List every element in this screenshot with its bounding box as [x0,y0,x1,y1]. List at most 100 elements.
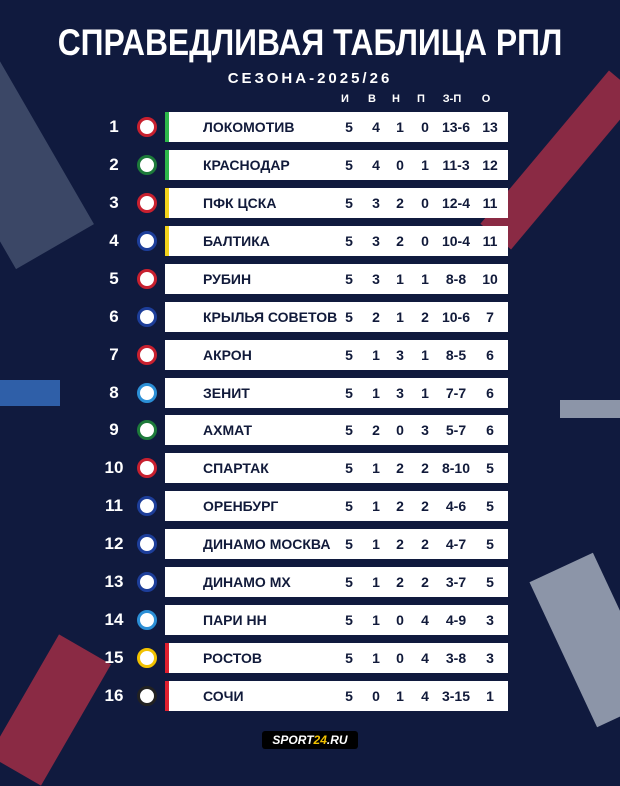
column-header: И [341,93,349,105]
season-subtitle: СЕЗОНА-2025/26 [227,70,393,87]
team-name: СПАРТАК [203,460,269,477]
team-name: ПАРИ НН [203,612,267,629]
stat-cell: 4-9 [445,612,467,629]
team-logo-icon [137,610,157,631]
stat-cell: 13 [482,119,498,135]
position: 15 [104,648,124,668]
logo-text: SPORT [272,733,314,747]
stat-cell: 5 [345,384,353,401]
stat-cell: 2 [396,232,404,249]
stat-cell: 0 [396,156,404,173]
team-row-box: РОСТОВ 5 1 0 4 3-8 3 [165,643,508,674]
stat-cell: 5 [345,119,353,135]
stat-cell: 3-8 [445,650,467,667]
position: 12 [104,534,124,554]
team-row-box: КРЫЛЬЯ СОВЕТОВ 5 2 1 2 10-6 7 [165,301,508,332]
stat-cell: 3 [421,422,429,439]
stat-cell: 3 [486,612,494,629]
stat-cell: 3 [372,194,380,211]
stat-cell: 10 [482,270,498,287]
team-row-box: СПАРТАК 5 1 2 2 8-10 5 [165,453,508,484]
table-row: 11 ОРЕНБУРГ 5 1 2 2 4-6 5 [0,491,620,522]
stat-cell: 3 [396,346,404,363]
team-row-box: ЛОКОМОТИВ 5 4 1 0 13-6 13 [165,112,508,142]
stat-cell: 5 [345,687,353,704]
position: 3 [109,192,119,212]
position: 5 [109,268,119,288]
team-logo-icon [137,117,157,137]
stat-cell: 1 [486,687,494,704]
team-row-box: АКРОН 5 1 3 1 8-5 6 [165,339,508,370]
stat-cell: 0 [396,612,404,629]
stat-cell: 8-10 [441,460,471,477]
stat-cell: 3-7 [445,574,467,591]
table-row: 3 ПФК ЦСКА 5 3 2 0 12-4 11 [0,187,620,218]
stat-cell: 5 [345,156,353,173]
team-name: КРЫЛЬЯ СОВЕТОВ [203,308,338,325]
team-row-box: ПАРИ НН 5 1 0 4 4-9 3 [165,605,508,636]
stat-cell: 6 [486,346,494,363]
team-row-box: РУБИН 5 3 1 1 8-8 10 [165,263,508,294]
table-row: 8 ЗЕНИТ 5 1 3 1 7-7 6 [0,377,620,408]
team-logo-icon [137,572,157,593]
stat-cell: 2 [421,498,429,515]
team-name: КРАСНОДАР [203,156,290,173]
stat-cell: 5 [345,422,353,439]
stat-cell: 5 [345,308,353,325]
stat-cell: 4 [421,650,429,667]
stat-cell: 6 [486,384,494,401]
table-row: 7 АКРОН 5 1 3 1 8-5 6 [0,339,620,370]
table-row: 14 ПАРИ НН 5 1 0 4 4-9 3 [0,605,620,636]
stat-cell: 5-7 [445,422,467,439]
team-name: БАЛТИКА [203,232,270,249]
stat-cell: 5 [345,612,353,629]
stat-cell: 5 [486,574,494,591]
stat-cell: 5 [345,498,353,515]
position: 4 [109,230,119,250]
stat-cell: 13-6 [441,119,471,135]
team-name: СОЧИ [203,687,244,704]
stat-cell: 1 [396,270,404,287]
stat-cell: 0 [396,650,404,667]
team-logo-icon [137,230,157,251]
stat-cell: 3 [372,232,380,249]
team-logo-icon [137,268,157,289]
position: 16 [104,685,124,705]
team-name: АХМАТ [203,422,253,439]
stat-cell: 2 [396,460,404,477]
stat-cell: 4 [372,156,380,173]
team-logo-icon [137,648,157,669]
logo-text: .RU [326,733,348,747]
stat-cell: 6 [486,422,494,439]
team-logo-icon [137,192,157,213]
team-row-box: ДИНАМО МОСКВА 5 1 2 2 4-7 5 [165,529,508,560]
column-header: В [368,93,376,105]
position: 2 [109,154,119,174]
position: 14 [104,610,124,630]
stat-cell: 0 [421,194,429,211]
stat-cell: 1 [372,574,380,591]
stat-cell: 3 [486,650,494,667]
stat-cell: 2 [396,194,404,211]
team-name: АКРОН [203,346,252,363]
team-row-box: ОРЕНБУРГ 5 1 2 2 4-6 5 [165,491,508,522]
team-name: ДИНАМО МОСКВА [203,536,331,553]
stat-cell: 5 [345,232,353,249]
stat-cell: 11 [482,232,498,249]
stat-cell: 1 [421,384,429,401]
team-name: РОСТОВ [203,650,263,667]
table-row: 12 ДИНАМО МОСКВА 5 1 2 2 4-7 5 [0,529,620,560]
position: 8 [109,382,119,402]
stat-cell: 2 [396,498,404,515]
team-row-box: ЗЕНИТ 5 1 3 1 7-7 6 [165,377,508,408]
stat-cell: 2 [421,308,429,325]
stat-cell: 5 [345,574,353,591]
stat-cell: 0 [372,687,380,704]
stat-cell: 7-7 [445,384,467,401]
stat-cell: 1 [421,270,429,287]
table-row: 9 АХМАТ 5 2 0 3 5-7 6 [0,415,620,446]
stat-cell: 1 [372,612,380,629]
stat-cell: 4 [421,687,429,704]
position: 9 [109,420,119,440]
stat-cell: 8-8 [445,270,467,287]
